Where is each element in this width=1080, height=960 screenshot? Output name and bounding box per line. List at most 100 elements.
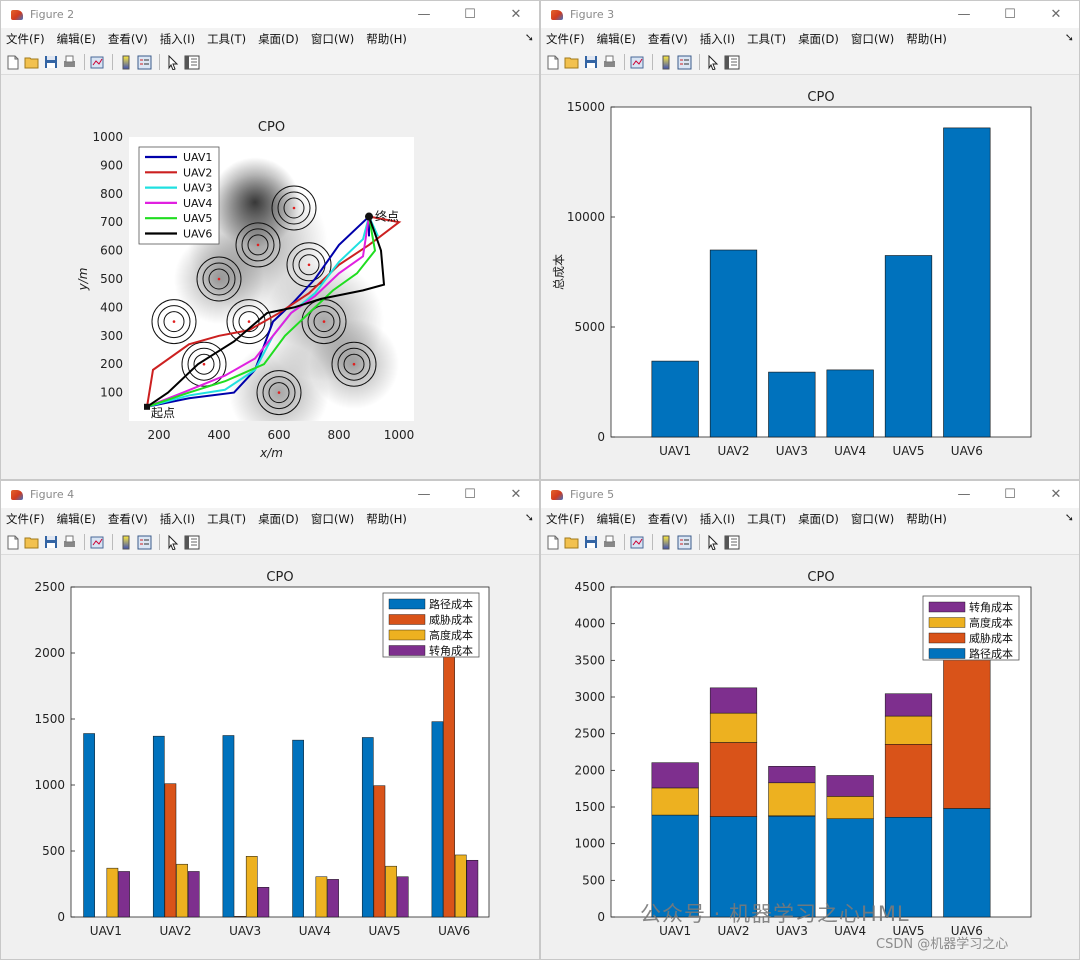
link-plot-icon[interactable] [89, 54, 106, 71]
open-file-icon[interactable] [563, 534, 580, 551]
link-plot-icon[interactable] [629, 534, 646, 551]
menu-item[interactable]: 查看(V) [642, 511, 694, 527]
save-icon[interactable] [42, 534, 59, 551]
property-inspector-icon[interactable] [183, 54, 200, 71]
menu-item[interactable]: 帮助(H) [900, 511, 953, 527]
menu-item[interactable]: 窗口(W) [845, 31, 900, 47]
new-figure-icon[interactable] [544, 534, 561, 551]
maximize-button[interactable]: ☐ [987, 1, 1033, 28]
menu-item[interactable]: 编辑(E) [51, 511, 102, 527]
bar-uav5-series-1 [374, 786, 385, 917]
maximize-button[interactable]: ☐ [447, 481, 493, 508]
menu-item[interactable]: 工具(T) [741, 31, 792, 47]
link-plot-icon[interactable] [89, 534, 106, 551]
property-inspector-icon[interactable] [723, 54, 740, 71]
print-icon[interactable] [601, 54, 618, 71]
close-button[interactable]: ✕ [493, 1, 539, 28]
menu-item[interactable]: 桌面(D) [792, 31, 845, 47]
bar-uav6-segment-0 [944, 808, 991, 917]
menu-item[interactable]: 文件(F) [541, 511, 591, 527]
dock-arrow-icon[interactable]: ➘ [1065, 511, 1074, 524]
bar-uav6-series-1 [444, 653, 455, 917]
legend-icon[interactable] [676, 534, 693, 551]
menu-item[interactable]: 文件(F) [1, 31, 51, 47]
menu-item[interactable]: 工具(T) [741, 511, 792, 527]
print-icon[interactable] [61, 54, 78, 71]
legend-label: 转角成本 [429, 644, 473, 658]
menu-item[interactable]: 插入(I) [154, 511, 201, 527]
y-tick-label: 1000 [574, 837, 605, 851]
title-bar[interactable]: Figure 3—☐✕ [541, 1, 1079, 28]
toolbar-separator [699, 54, 700, 70]
legend-icon[interactable] [136, 534, 153, 551]
bar-uav2-series-1 [165, 784, 176, 917]
save-icon[interactable] [582, 534, 599, 551]
save-icon[interactable] [42, 54, 59, 71]
new-figure-icon[interactable] [4, 54, 21, 71]
minimize-button[interactable]: — [941, 481, 987, 508]
new-figure-icon[interactable] [544, 54, 561, 71]
menu-item[interactable]: 桌面(D) [252, 511, 305, 527]
colorbar-icon[interactable] [657, 534, 674, 551]
menu-item[interactable]: 帮助(H) [900, 31, 953, 47]
pointer-icon[interactable] [704, 54, 721, 71]
menu-item[interactable]: 编辑(E) [591, 31, 642, 47]
menu-item[interactable]: 查看(V) [102, 31, 154, 47]
minimize-button[interactable]: — [941, 1, 987, 28]
colorbar-icon[interactable] [117, 54, 134, 71]
print-icon[interactable] [61, 534, 78, 551]
colorbar-icon[interactable] [657, 54, 674, 71]
maximize-button[interactable]: ☐ [447, 1, 493, 28]
menu-item[interactable]: 桌面(D) [252, 31, 305, 47]
menu-item[interactable]: 窗口(W) [305, 511, 360, 527]
link-plot-icon[interactable] [629, 54, 646, 71]
dock-arrow-icon[interactable]: ➘ [525, 511, 534, 524]
save-icon[interactable] [582, 54, 599, 71]
close-button[interactable]: ✕ [493, 481, 539, 508]
menu-item[interactable]: 插入(I) [154, 31, 201, 47]
menu-item[interactable]: 查看(V) [102, 511, 154, 527]
menu-item[interactable]: 窗口(W) [305, 31, 360, 47]
menu-item[interactable]: 文件(F) [541, 31, 591, 47]
minimize-button[interactable]: — [401, 481, 447, 508]
open-file-icon[interactable] [23, 54, 40, 71]
menu-item[interactable]: 编辑(E) [591, 511, 642, 527]
menu-item[interactable]: 文件(F) [1, 511, 51, 527]
menu-item[interactable]: 窗口(W) [845, 511, 900, 527]
dock-arrow-icon[interactable]: ➘ [525, 31, 534, 44]
menu-item[interactable]: 插入(I) [694, 31, 741, 47]
maximize-button[interactable]: ☐ [987, 481, 1033, 508]
bar-uav3 [769, 372, 816, 437]
property-inspector-icon[interactable] [723, 534, 740, 551]
menu-item[interactable]: 查看(V) [642, 31, 694, 47]
menu-item[interactable]: 插入(I) [694, 511, 741, 527]
pointer-icon[interactable] [704, 534, 721, 551]
menu-item[interactable]: 桌面(D) [792, 511, 845, 527]
menu-item[interactable]: 工具(T) [201, 31, 252, 47]
menu-item[interactable]: 帮助(H) [360, 511, 413, 527]
print-icon[interactable] [601, 534, 618, 551]
title-bar[interactable]: Figure 4—☐✕ [1, 481, 539, 508]
minimize-button[interactable]: — [401, 1, 447, 28]
pointer-icon[interactable] [164, 534, 181, 551]
menu-item[interactable]: 工具(T) [201, 511, 252, 527]
legend-icon[interactable] [136, 54, 153, 71]
title-bar[interactable]: Figure 5—☐✕ [541, 481, 1079, 508]
pointer-icon[interactable] [164, 54, 181, 71]
title-bar[interactable]: Figure 2—☐✕ [1, 1, 539, 28]
legend-swatch [389, 599, 425, 609]
menu-item[interactable]: 编辑(E) [51, 31, 102, 47]
open-file-icon[interactable] [563, 54, 580, 71]
new-figure-icon[interactable] [4, 534, 21, 551]
property-inspector-icon[interactable] [183, 534, 200, 551]
close-button[interactable]: ✕ [1033, 1, 1079, 28]
dock-arrow-icon[interactable]: ➘ [1065, 31, 1074, 44]
open-file-icon[interactable] [23, 534, 40, 551]
menu-item[interactable]: 帮助(H) [360, 31, 413, 47]
colorbar-icon[interactable] [117, 534, 134, 551]
legend-icon[interactable] [676, 54, 693, 71]
close-button[interactable]: ✕ [1033, 481, 1079, 508]
